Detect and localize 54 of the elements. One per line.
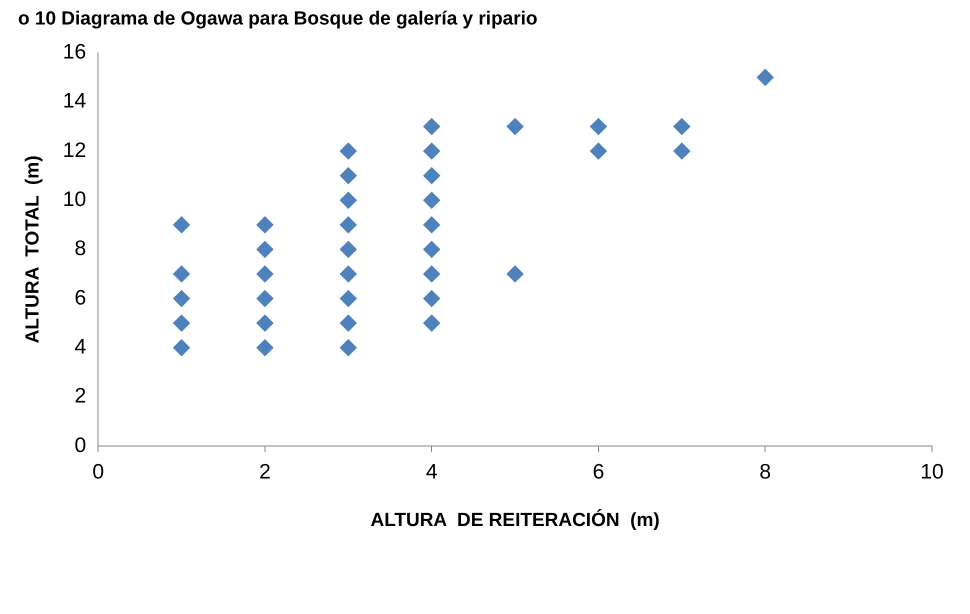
x-tick-label: 10 [920,460,944,484]
point [340,192,357,209]
x-tick-label: 4 [426,460,438,484]
y-tick-label: 2 [74,384,86,408]
point [340,290,357,308]
point [340,314,357,332]
point [256,265,274,282]
point [423,167,440,184]
chart-title: o 10 Diagrama de Ogawa para Bosque de galería y ripario [18,8,538,30]
y-tick-label: 6 [74,286,86,310]
y-axis-title: ALTURA TOTAL (m) [22,155,44,344]
y-tick-label: 14 [62,90,86,113]
point [173,216,190,234]
point [423,216,440,234]
point [673,118,690,136]
point [173,339,190,356]
point [423,192,440,209]
point [756,68,774,86]
point [173,314,190,332]
point [340,142,357,160]
y-tick-label: 4 [74,335,86,358]
point [340,216,357,234]
point [506,265,524,282]
y-tick-label: 8 [74,237,86,260]
point [423,314,440,332]
point [423,290,440,308]
point [590,118,607,136]
point [256,290,274,308]
point [256,314,274,332]
point [506,118,524,136]
point [673,142,690,160]
y-tick-label: 12 [62,138,86,162]
point [256,339,274,356]
point [423,118,440,136]
y-tick-label: 16 [62,40,86,64]
x-axis-title: ALTURA DE REITERACIÓN (m) [370,508,660,531]
point [173,290,190,308]
point [423,265,440,282]
x-tick-label: 6 [592,460,604,484]
point [590,142,607,160]
point [340,240,357,258]
point [256,240,274,258]
point [340,167,357,184]
x-tick-label: 0 [92,460,104,484]
x-tick-label: 8 [759,460,772,484]
point [173,265,190,282]
point [423,240,440,258]
y-tick-label: 10 [62,188,86,212]
point [340,339,357,356]
point [256,216,274,234]
point [423,142,440,160]
x-tick-label: 2 [259,460,271,484]
point [340,265,357,282]
y-tick-label: 0 [74,434,86,457]
